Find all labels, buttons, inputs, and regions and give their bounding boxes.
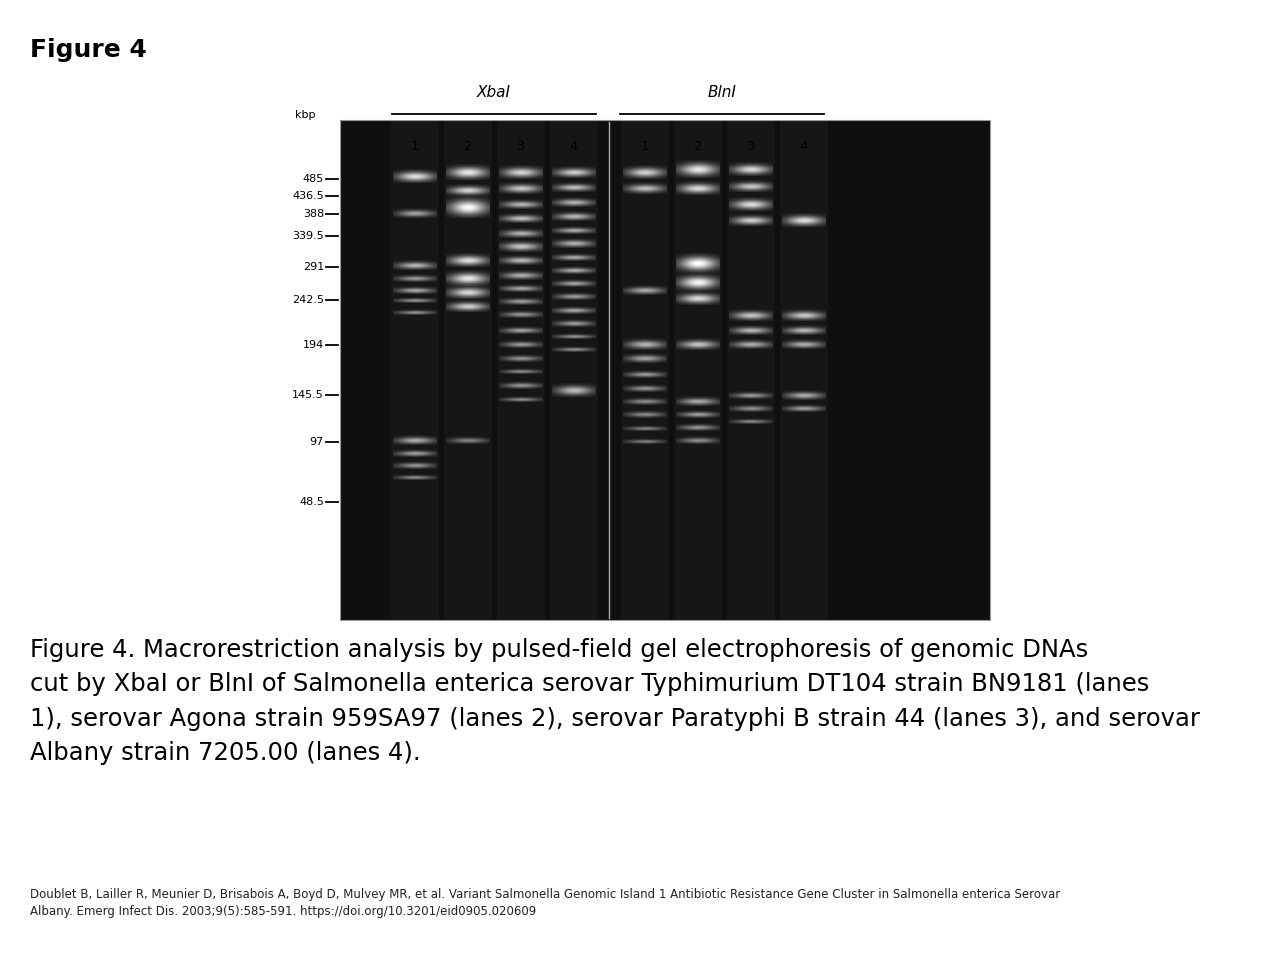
Bar <box>340 120 989 620</box>
Text: 291: 291 <box>303 262 324 272</box>
Text: 1: 1 <box>641 140 649 153</box>
Text: 4: 4 <box>570 140 579 153</box>
Text: XbaI: XbaI <box>477 85 511 100</box>
Text: Doublet B, Lailler R, Meunier D, Brisabois A, Boyd D, Mulvey MR, et al. Variant : Doublet B, Lailler R, Meunier D, Brisabo… <box>29 888 1060 918</box>
Text: Figure 4. Macrorestriction analysis by pulsed-field gel electrophoresis of genom: Figure 4. Macrorestriction analysis by p… <box>29 638 1201 765</box>
Text: 2: 2 <box>463 140 472 153</box>
Text: kbp: kbp <box>294 110 315 120</box>
Text: 436.5: 436.5 <box>292 191 324 201</box>
Text: 194: 194 <box>303 340 324 350</box>
Text: Figure 4: Figure 4 <box>29 38 147 62</box>
Text: 2: 2 <box>694 140 703 153</box>
Text: 242.5: 242.5 <box>292 295 324 305</box>
Text: 97: 97 <box>310 437 324 447</box>
Text: 4: 4 <box>800 140 808 153</box>
Text: 1: 1 <box>411 140 420 153</box>
Text: 485: 485 <box>303 174 324 184</box>
Text: 388: 388 <box>303 209 324 219</box>
Text: 48.5: 48.5 <box>300 497 324 507</box>
Text: BlnI: BlnI <box>708 85 736 100</box>
Text: 145.5: 145.5 <box>292 390 324 400</box>
Text: 339.5: 339.5 <box>292 231 324 241</box>
Text: 3: 3 <box>746 140 755 153</box>
Text: 3: 3 <box>517 140 525 153</box>
